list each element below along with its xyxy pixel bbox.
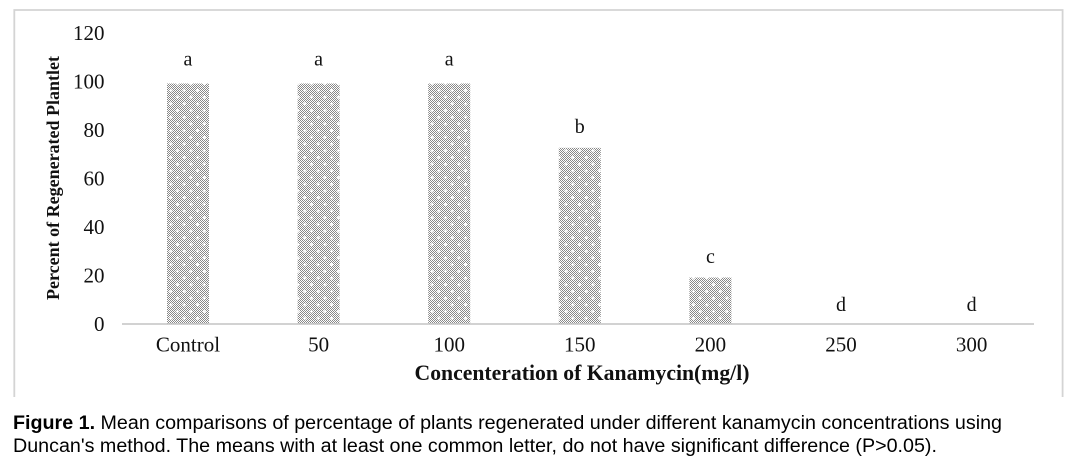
svg-text:d: d: [967, 294, 977, 316]
svg-text:0: 0: [94, 312, 105, 336]
svg-text:250: 250: [825, 333, 857, 357]
svg-text:d: d: [836, 294, 846, 316]
svg-text:Concenteration of Kanamycin(mg: Concenteration of Kanamycin(mg/l): [415, 361, 750, 385]
svg-text:150: 150: [564, 333, 596, 357]
svg-text:b: b: [575, 116, 585, 138]
svg-text:300: 300: [956, 333, 988, 357]
svg-text:60: 60: [84, 167, 105, 191]
svg-text:c: c: [706, 246, 715, 268]
svg-text:80: 80: [84, 118, 105, 142]
svg-text:a: a: [184, 49, 193, 71]
svg-text:40: 40: [84, 215, 105, 239]
svg-text:Control: Control: [156, 333, 220, 357]
svg-text:a: a: [314, 49, 323, 71]
svg-text:100: 100: [433, 333, 465, 357]
svg-text:100: 100: [73, 70, 105, 94]
svg-text:a: a: [445, 49, 454, 71]
svg-text:120: 120: [73, 21, 105, 45]
svg-text:Percent of Regenerated Plantle: Percent of Regenerated Plantlet: [43, 56, 63, 300]
svg-text:20: 20: [84, 264, 105, 288]
svg-text:200: 200: [695, 333, 727, 357]
svg-text:50: 50: [308, 333, 329, 357]
